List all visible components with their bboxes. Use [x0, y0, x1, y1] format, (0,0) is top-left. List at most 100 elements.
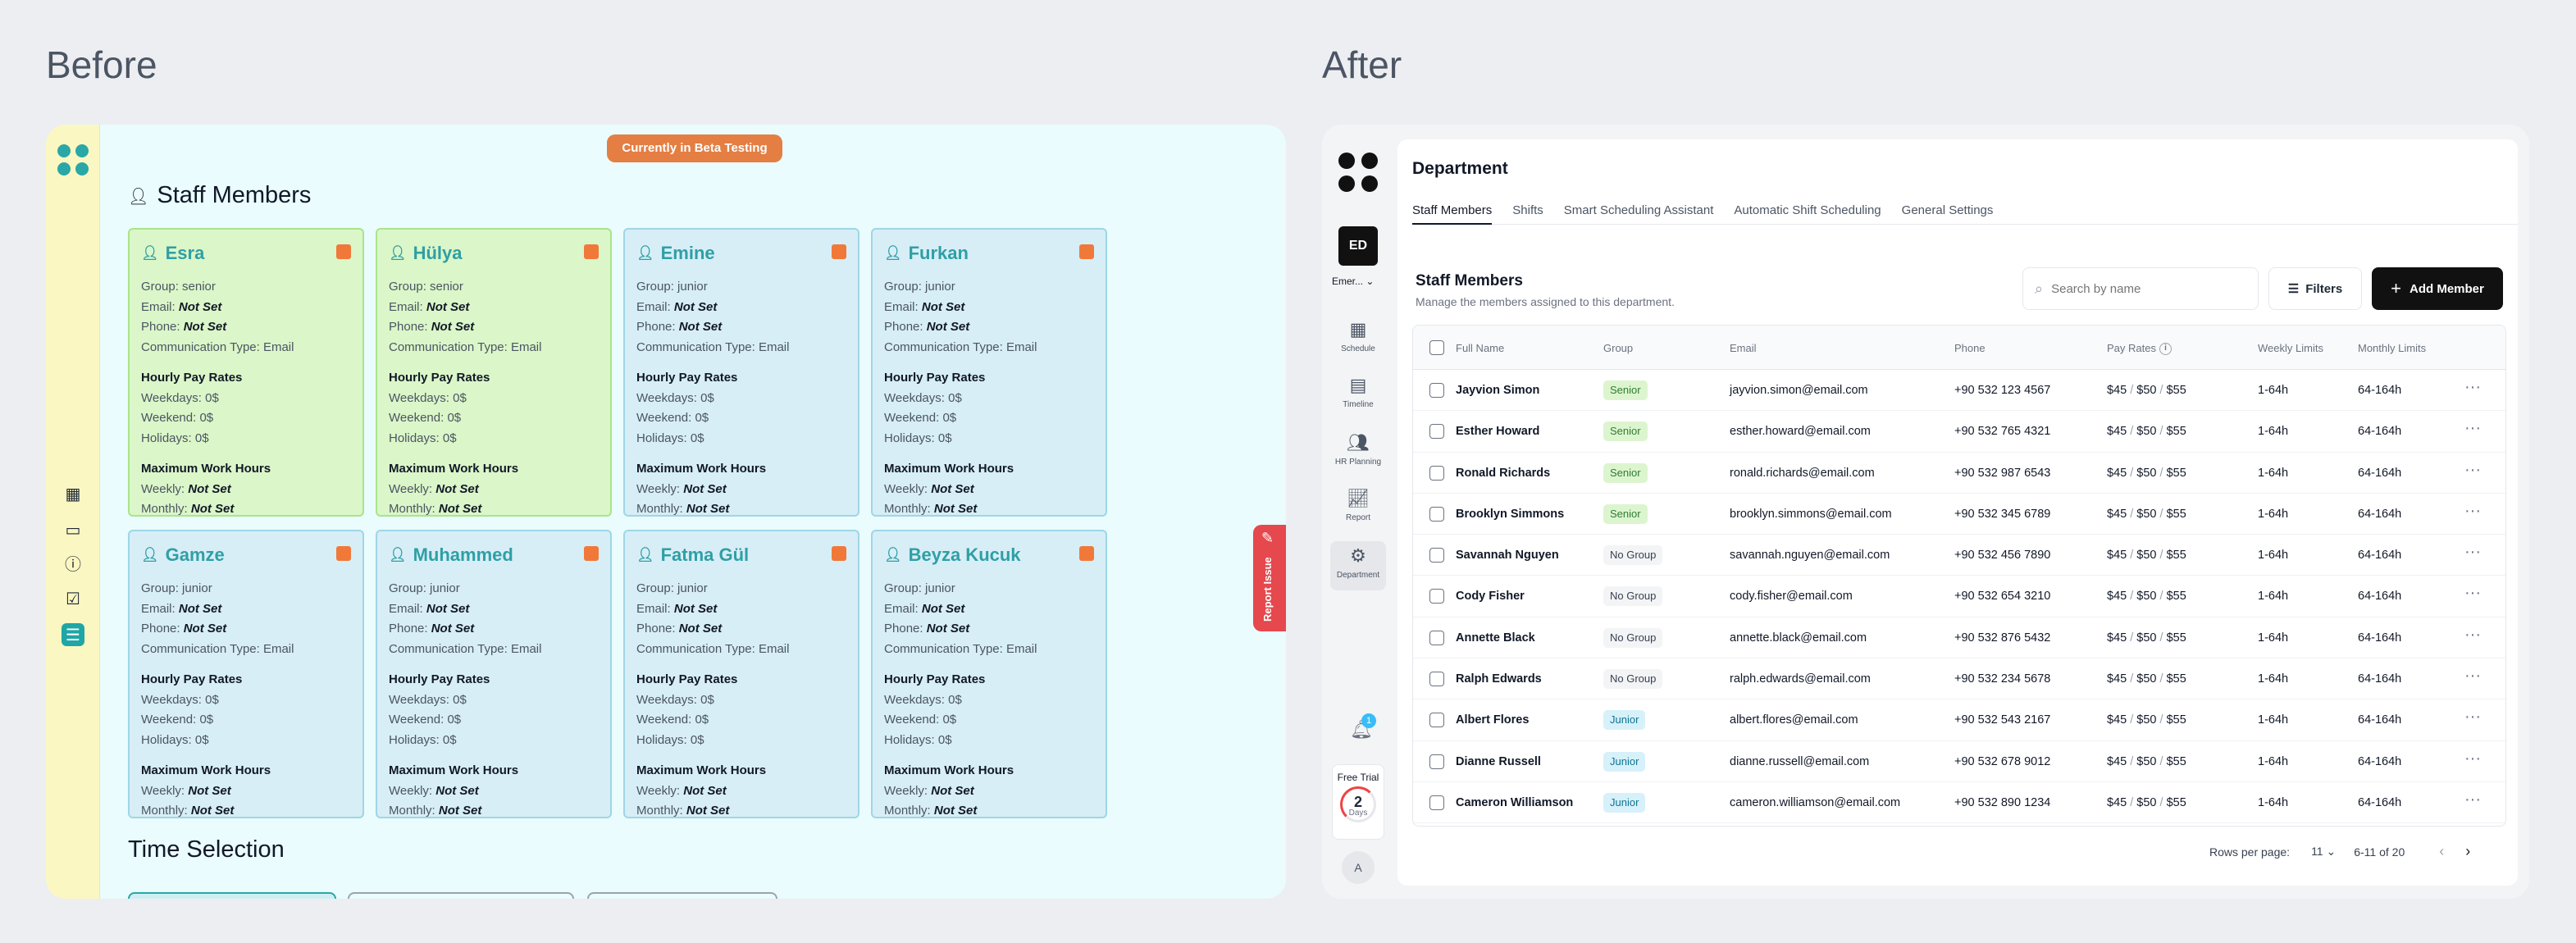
- color-marker[interactable]: [1079, 546, 1094, 561]
- staff-card[interactable]: 👤︎ Emine Group: junior Email: Not Set Phone:…: [623, 228, 859, 517]
- color-marker[interactable]: [336, 244, 351, 259]
- row-checkbox[interactable]: [1429, 424, 1444, 440]
- row-checkbox[interactable]: [1429, 630, 1444, 645]
- row-checkbox[interactable]: [1429, 795, 1444, 810]
- filter-icon: ☰: [2287, 282, 2300, 296]
- filters-button[interactable]: ☰ Filters: [2268, 267, 2362, 310]
- nav-report[interactable]: 📈︎ Report: [1330, 484, 1386, 533]
- staff-card[interactable]: 👤︎ Beyza Kucuk Group: junior Email: Not Set…: [871, 530, 1107, 818]
- rows-per-page-select[interactable]: 11 ⌄: [2311, 845, 2337, 858]
- more-options-icon[interactable]: ···: [2464, 790, 2481, 809]
- staff-card[interactable]: 👤︎ Gamze Group: junior Email: Not Set Phone:…: [128, 530, 364, 818]
- row-checkbox[interactable]: [1429, 465, 1444, 481]
- table-row[interactable]: Esther Howard Senior esther.howard@email.c…: [1413, 411, 2505, 453]
- table-row[interactable]: Cameron Williamson Junior cameron.williams…: [1413, 782, 2505, 824]
- staff-card[interactable]: 👤︎ Muhammed Group: junior Email: Not Set Pho…: [376, 530, 612, 818]
- color-marker[interactable]: [832, 546, 846, 561]
- monthly-limit: 64-164h: [2358, 672, 2402, 686]
- time-option[interactable]: [587, 892, 777, 899]
- table-row[interactable]: Albert Flores Junior albert.flores@email.c…: [1413, 699, 2505, 741]
- time-option[interactable]: [348, 892, 574, 899]
- tab-general-settings[interactable]: General Settings: [1901, 203, 1994, 217]
- workspace-switcher[interactable]: Emer... ⌄: [1332, 276, 1375, 287]
- row-checkbox[interactable]: [1429, 383, 1444, 398]
- col-monthly-limits[interactable]: Monthly Limits: [2358, 342, 2427, 354]
- table-row[interactable]: Jayvion Simon Senior jayvion.simon@email.c…: [1413, 370, 2505, 412]
- calendar-check-icon[interactable]: ☑: [66, 589, 80, 608]
- free-trial-widget[interactable]: Free Trial 2 Days: [1332, 764, 1384, 840]
- more-options-icon[interactable]: ···: [2464, 625, 2481, 644]
- before-heading: Before: [46, 43, 157, 86]
- tab-staff-members[interactable]: Staff Members: [1412, 189, 1493, 225]
- hourly-rates-heading: Hourly Pay Rates: [636, 672, 738, 686]
- more-options-icon[interactable]: ···: [2464, 419, 2481, 438]
- group-badge: Senior: [1603, 462, 1648, 483]
- time-option[interactable]: [128, 892, 336, 899]
- col-full-name[interactable]: Full Name: [1456, 342, 1505, 354]
- more-options-icon[interactable]: ···: [2464, 378, 2481, 396]
- app-logo-icon[interactable]: [1335, 149, 1381, 195]
- more-options-icon[interactable]: ···: [2464, 543, 2481, 562]
- color-marker[interactable]: [336, 546, 351, 561]
- col-pay-rates[interactable]: Pay Rates i: [2107, 342, 2172, 356]
- nav-department[interactable]: ⚙ Department: [1330, 541, 1386, 590]
- tab-shifts[interactable]: Shifts: [1512, 203, 1543, 217]
- workspace-avatar[interactable]: ED: [1338, 226, 1378, 266]
- search-input[interactable]: [2051, 281, 2232, 296]
- color-marker[interactable]: [832, 244, 846, 259]
- chevron-right-icon[interactable]: ›: [2465, 843, 2471, 859]
- more-options-icon[interactable]: ···: [2464, 584, 2481, 603]
- more-options-icon[interactable]: ···: [2464, 749, 2481, 768]
- info-icon[interactable]: ⓘ: [65, 554, 81, 574]
- table-row[interactable]: Brooklyn Simmons Senior brooklyn.simmons@e…: [1413, 494, 2505, 535]
- tab-automatic-shift-scheduling[interactable]: Automatic Shift Scheduling: [1734, 203, 1881, 217]
- staff-card[interactable]: 👤︎ Furkan Group: junior Email: Not Set Phone…: [871, 228, 1107, 517]
- user-avatar[interactable]: A: [1342, 851, 1375, 884]
- weekly-limit: 1-64h: [2258, 754, 2289, 768]
- more-options-icon[interactable]: ···: [2464, 708, 2481, 727]
- row-checkbox[interactable]: [1429, 754, 1444, 769]
- monitor-icon[interactable]: ▭: [65, 520, 81, 540]
- row-checkbox[interactable]: [1429, 589, 1444, 604]
- nav-timeline[interactable]: ▤ Timeline: [1330, 371, 1386, 420]
- table-row[interactable]: Ralph Edwards No Group ralph.edwards@email…: [1413, 658, 2505, 700]
- nav-hr-planning[interactable]: 👥︎ HR Planning: [1330, 428, 1386, 477]
- staff-card[interactable]: 👤︎ Fatma Gül Group: junior Email: Not Set Ph…: [623, 530, 859, 818]
- col-phone[interactable]: Phone: [1954, 342, 1986, 354]
- color-marker[interactable]: [1079, 244, 1094, 259]
- row-checkbox[interactable]: [1429, 506, 1444, 522]
- select-all-checkbox[interactable]: [1429, 340, 1444, 355]
- time-selection-title: Time Selection: [128, 836, 285, 863]
- report-issue-button[interactable]: ✎ Report Issue: [1253, 525, 1286, 631]
- chevron-left-icon[interactable]: ‹: [2439, 843, 2445, 859]
- color-marker[interactable]: [584, 546, 599, 561]
- member-name: Annette Black: [1456, 631, 1535, 645]
- col-email[interactable]: Email: [1730, 342, 1757, 354]
- row-checkbox[interactable]: [1429, 548, 1444, 563]
- row-checkbox[interactable]: [1429, 713, 1444, 728]
- color-marker[interactable]: [584, 244, 599, 259]
- staff-card[interactable]: 👤︎ Hülya Group: senior Email: Not Set Phone:…: [376, 228, 612, 517]
- pay-rates: $45 / $50 / $55: [2107, 384, 2186, 397]
- add-member-button[interactable]: + Add Member: [2372, 267, 2503, 310]
- table-row[interactable]: Annette Black No Group annette.black@email…: [1413, 617, 2505, 659]
- more-options-icon[interactable]: ···: [2464, 501, 2481, 520]
- table-row[interactable]: Dianne Russell Junior dianne.russell@email…: [1413, 741, 2505, 782]
- more-options-icon[interactable]: ···: [2464, 667, 2481, 686]
- app-logo-icon[interactable]: [54, 141, 92, 179]
- calendar-icon[interactable]: ▦: [65, 484, 81, 503]
- info-icon[interactable]: i: [2159, 343, 2172, 356]
- staff-list-icon[interactable]: ☰: [62, 623, 84, 646]
- table-row[interactable]: Ronald Richards Senior ronald.richards@ema…: [1413, 453, 2505, 494]
- table-row[interactable]: Savannah Nguyen No Group savannah.nguyen@e…: [1413, 535, 2505, 576]
- tab-smart-scheduling-assistant[interactable]: Smart Scheduling Assistant: [1563, 203, 1714, 217]
- more-options-icon[interactable]: ···: [2464, 460, 2481, 479]
- col-weekly-limits[interactable]: Weekly Limits: [2258, 342, 2323, 354]
- nav-schedule[interactable]: ▦ Schedule: [1330, 315, 1386, 364]
- row-checkbox[interactable]: [1429, 672, 1444, 687]
- group-line: Group: junior: [389, 581, 460, 595]
- member-phone: +90 532 654 3210: [1954, 590, 2051, 604]
- col-group[interactable]: Group: [1603, 342, 1634, 354]
- staff-card[interactable]: 👤︎ Esra Group: senior Email: Not Set Phone: …: [128, 228, 364, 517]
- table-row[interactable]: Cody Fisher No Group cody.fisher@email.com…: [1413, 576, 2505, 617]
